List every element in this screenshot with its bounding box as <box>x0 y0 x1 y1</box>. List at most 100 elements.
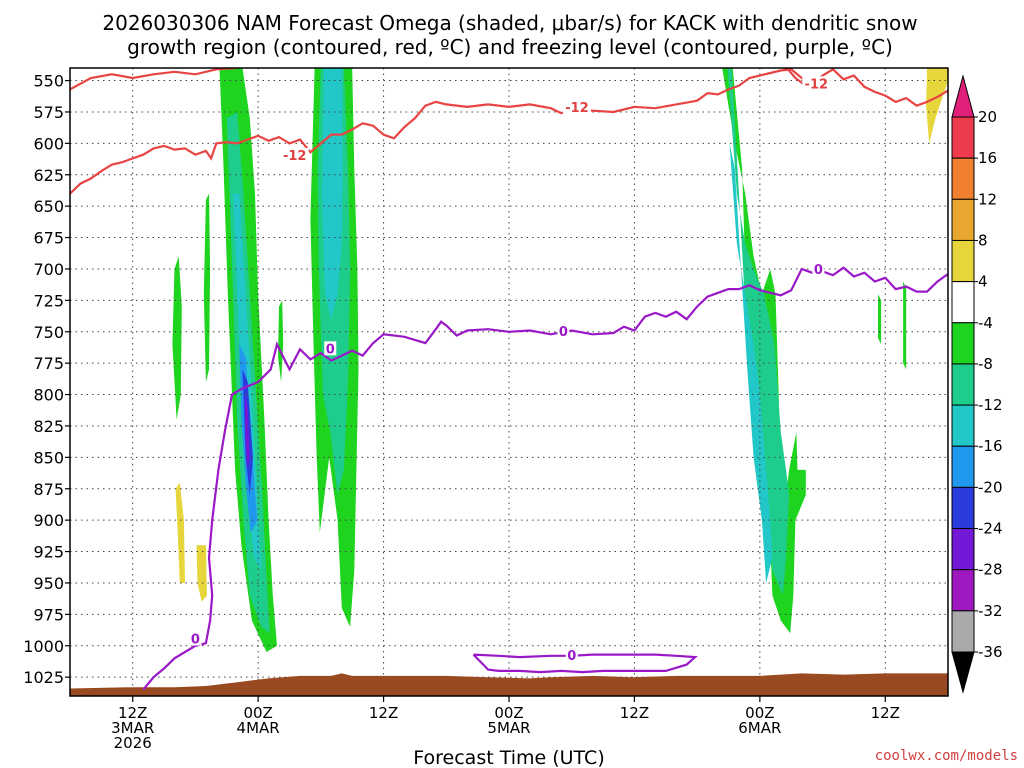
omega-region <box>321 68 343 320</box>
x-tick-label: 00Z <box>745 704 774 722</box>
y-tick-label: 750 <box>33 323 64 342</box>
dgz-contour-label: -12 <box>283 149 307 164</box>
colorbar-label: 16 <box>978 149 997 167</box>
colorbar-label: -28 <box>978 561 1003 579</box>
x-axis-label: Forecast Time (UTC) <box>413 747 604 768</box>
y-tick-label: 625 <box>33 166 64 185</box>
chart-title-line-2: growth region (contoured, red, ºC) and f… <box>127 35 893 59</box>
colorbar-band <box>951 363 975 406</box>
colorbar-band <box>951 569 975 612</box>
colorbar-label: -12 <box>978 396 1003 414</box>
colorbar-label: 12 <box>978 190 997 208</box>
omega-region <box>278 300 284 382</box>
colorbar-label: -24 <box>978 520 1003 538</box>
y-tick-label: 850 <box>33 448 64 467</box>
colorbar-band <box>951 445 975 488</box>
y-tick-label: 550 <box>33 72 64 91</box>
colorbar-label: -8 <box>978 355 993 373</box>
x-tick-label: 12Z <box>871 704 900 722</box>
colorbar-label: -16 <box>978 437 1003 455</box>
colorbar-bottom-arrow <box>951 651 975 694</box>
y-tick-label: 975 <box>33 605 64 624</box>
x-tick-label: 6MAR <box>738 719 781 737</box>
colorbar-label: -32 <box>978 602 1003 620</box>
y-tick-label: 600 <box>33 134 64 153</box>
dgz-contour-label-bg <box>280 147 309 162</box>
freezing-level-contour-label: 0 <box>326 342 335 357</box>
omega-region <box>172 256 182 420</box>
y-tick-label: 825 <box>33 417 64 436</box>
colorbar-label: 4 <box>978 273 988 291</box>
colorbar-label: -20 <box>978 478 1003 496</box>
x-tick-label: 12Z <box>620 704 649 722</box>
colorbar-band <box>951 157 975 200</box>
y-tick-label: 650 <box>33 197 64 216</box>
colorbar-label: -4 <box>978 314 993 332</box>
y-tick-label: 675 <box>33 229 64 248</box>
y-tick-label: 800 <box>33 386 64 405</box>
colorbar-band <box>951 198 975 241</box>
y-tick-label: 775 <box>33 354 64 373</box>
y-tick-label: 900 <box>33 511 64 530</box>
chart-title-line-1: 2026030306 NAM Forecast Omega (shaded, μ… <box>102 11 917 35</box>
colorbar-band <box>951 528 975 571</box>
colorbar-top-arrow <box>951 74 975 118</box>
credit-text[interactable]: coolwx.com/models <box>875 748 1018 764</box>
colorbar-band <box>951 322 975 365</box>
omega-region <box>175 482 185 583</box>
omega-region <box>729 143 773 583</box>
freezing-level-contour-label-bg <box>565 647 578 662</box>
y-tick-label: 1025 <box>23 668 64 687</box>
x-tick-label: 3MAR <box>111 719 154 737</box>
x-tick-label: 00Z <box>243 704 272 722</box>
y-tick-label: 925 <box>33 543 64 562</box>
x-tick-label: 12Z <box>118 704 147 722</box>
colorbar-band <box>951 610 975 653</box>
freezing-level-contour-label: 0 <box>559 325 568 340</box>
plot-area: -12 -12 -12 0 0 0 0 0 <box>69 67 949 697</box>
omega-region <box>878 294 882 345</box>
grid <box>70 68 948 696</box>
colorbar-label: 8 <box>978 231 988 249</box>
dgz-contour-label-bg <box>562 100 591 115</box>
freezing-level-contour-label: 0 <box>814 263 823 278</box>
freezing-level-contour-label-bg <box>557 323 570 338</box>
omega-region <box>203 193 211 382</box>
plot-contents: -12 -12 -12 0 0 0 0 0 <box>70 68 948 696</box>
dgz-contour-label-bg <box>802 76 831 91</box>
y-axis: 550 575 600 625 650 675 700 725 750 775 800 825 850 8… <box>23 72 70 687</box>
dgz-contour-line <box>70 68 238 91</box>
x-tick-label: 2026 <box>114 734 152 752</box>
freezing-level-contour-label: 0 <box>191 632 200 647</box>
colorbar-band <box>951 281 975 324</box>
y-tick-label: 725 <box>33 291 64 310</box>
y-tick-label: 700 <box>33 260 64 279</box>
x-tick-label: 12Z <box>369 704 398 722</box>
colorbar-label: -36 <box>978 643 1003 661</box>
x-tick-label: 4MAR <box>237 719 280 737</box>
colorbar-band <box>951 486 975 530</box>
colorbar-band <box>951 404 975 447</box>
colorbar-band <box>951 116 975 159</box>
y-tick-label: 875 <box>33 480 64 499</box>
y-tick-label: 1000 <box>23 637 64 656</box>
omega-region <box>196 545 207 602</box>
freezing-level-contour-line <box>472 653 698 674</box>
y-tick-label: 575 <box>33 103 64 122</box>
colorbar-label: 20 <box>978 108 997 126</box>
freezing-level-contour-label-bg <box>189 631 202 646</box>
freezing-level-contour-label: 0 <box>567 649 576 664</box>
dgz-contour-line <box>783 68 805 86</box>
x-tick-label: 5MAR <box>487 719 530 737</box>
terrain <box>70 673 948 696</box>
omega-region <box>903 281 907 370</box>
y-tick-label: 950 <box>33 574 64 593</box>
colorbar-band <box>951 239 975 283</box>
freezing-level-contour-label-bg <box>812 262 825 277</box>
freezing-level-contour-label-bg <box>324 341 337 356</box>
dgz-contour-label: -12 <box>805 77 829 92</box>
x-tick-label: 00Z <box>494 704 523 722</box>
omega-region <box>244 394 250 470</box>
